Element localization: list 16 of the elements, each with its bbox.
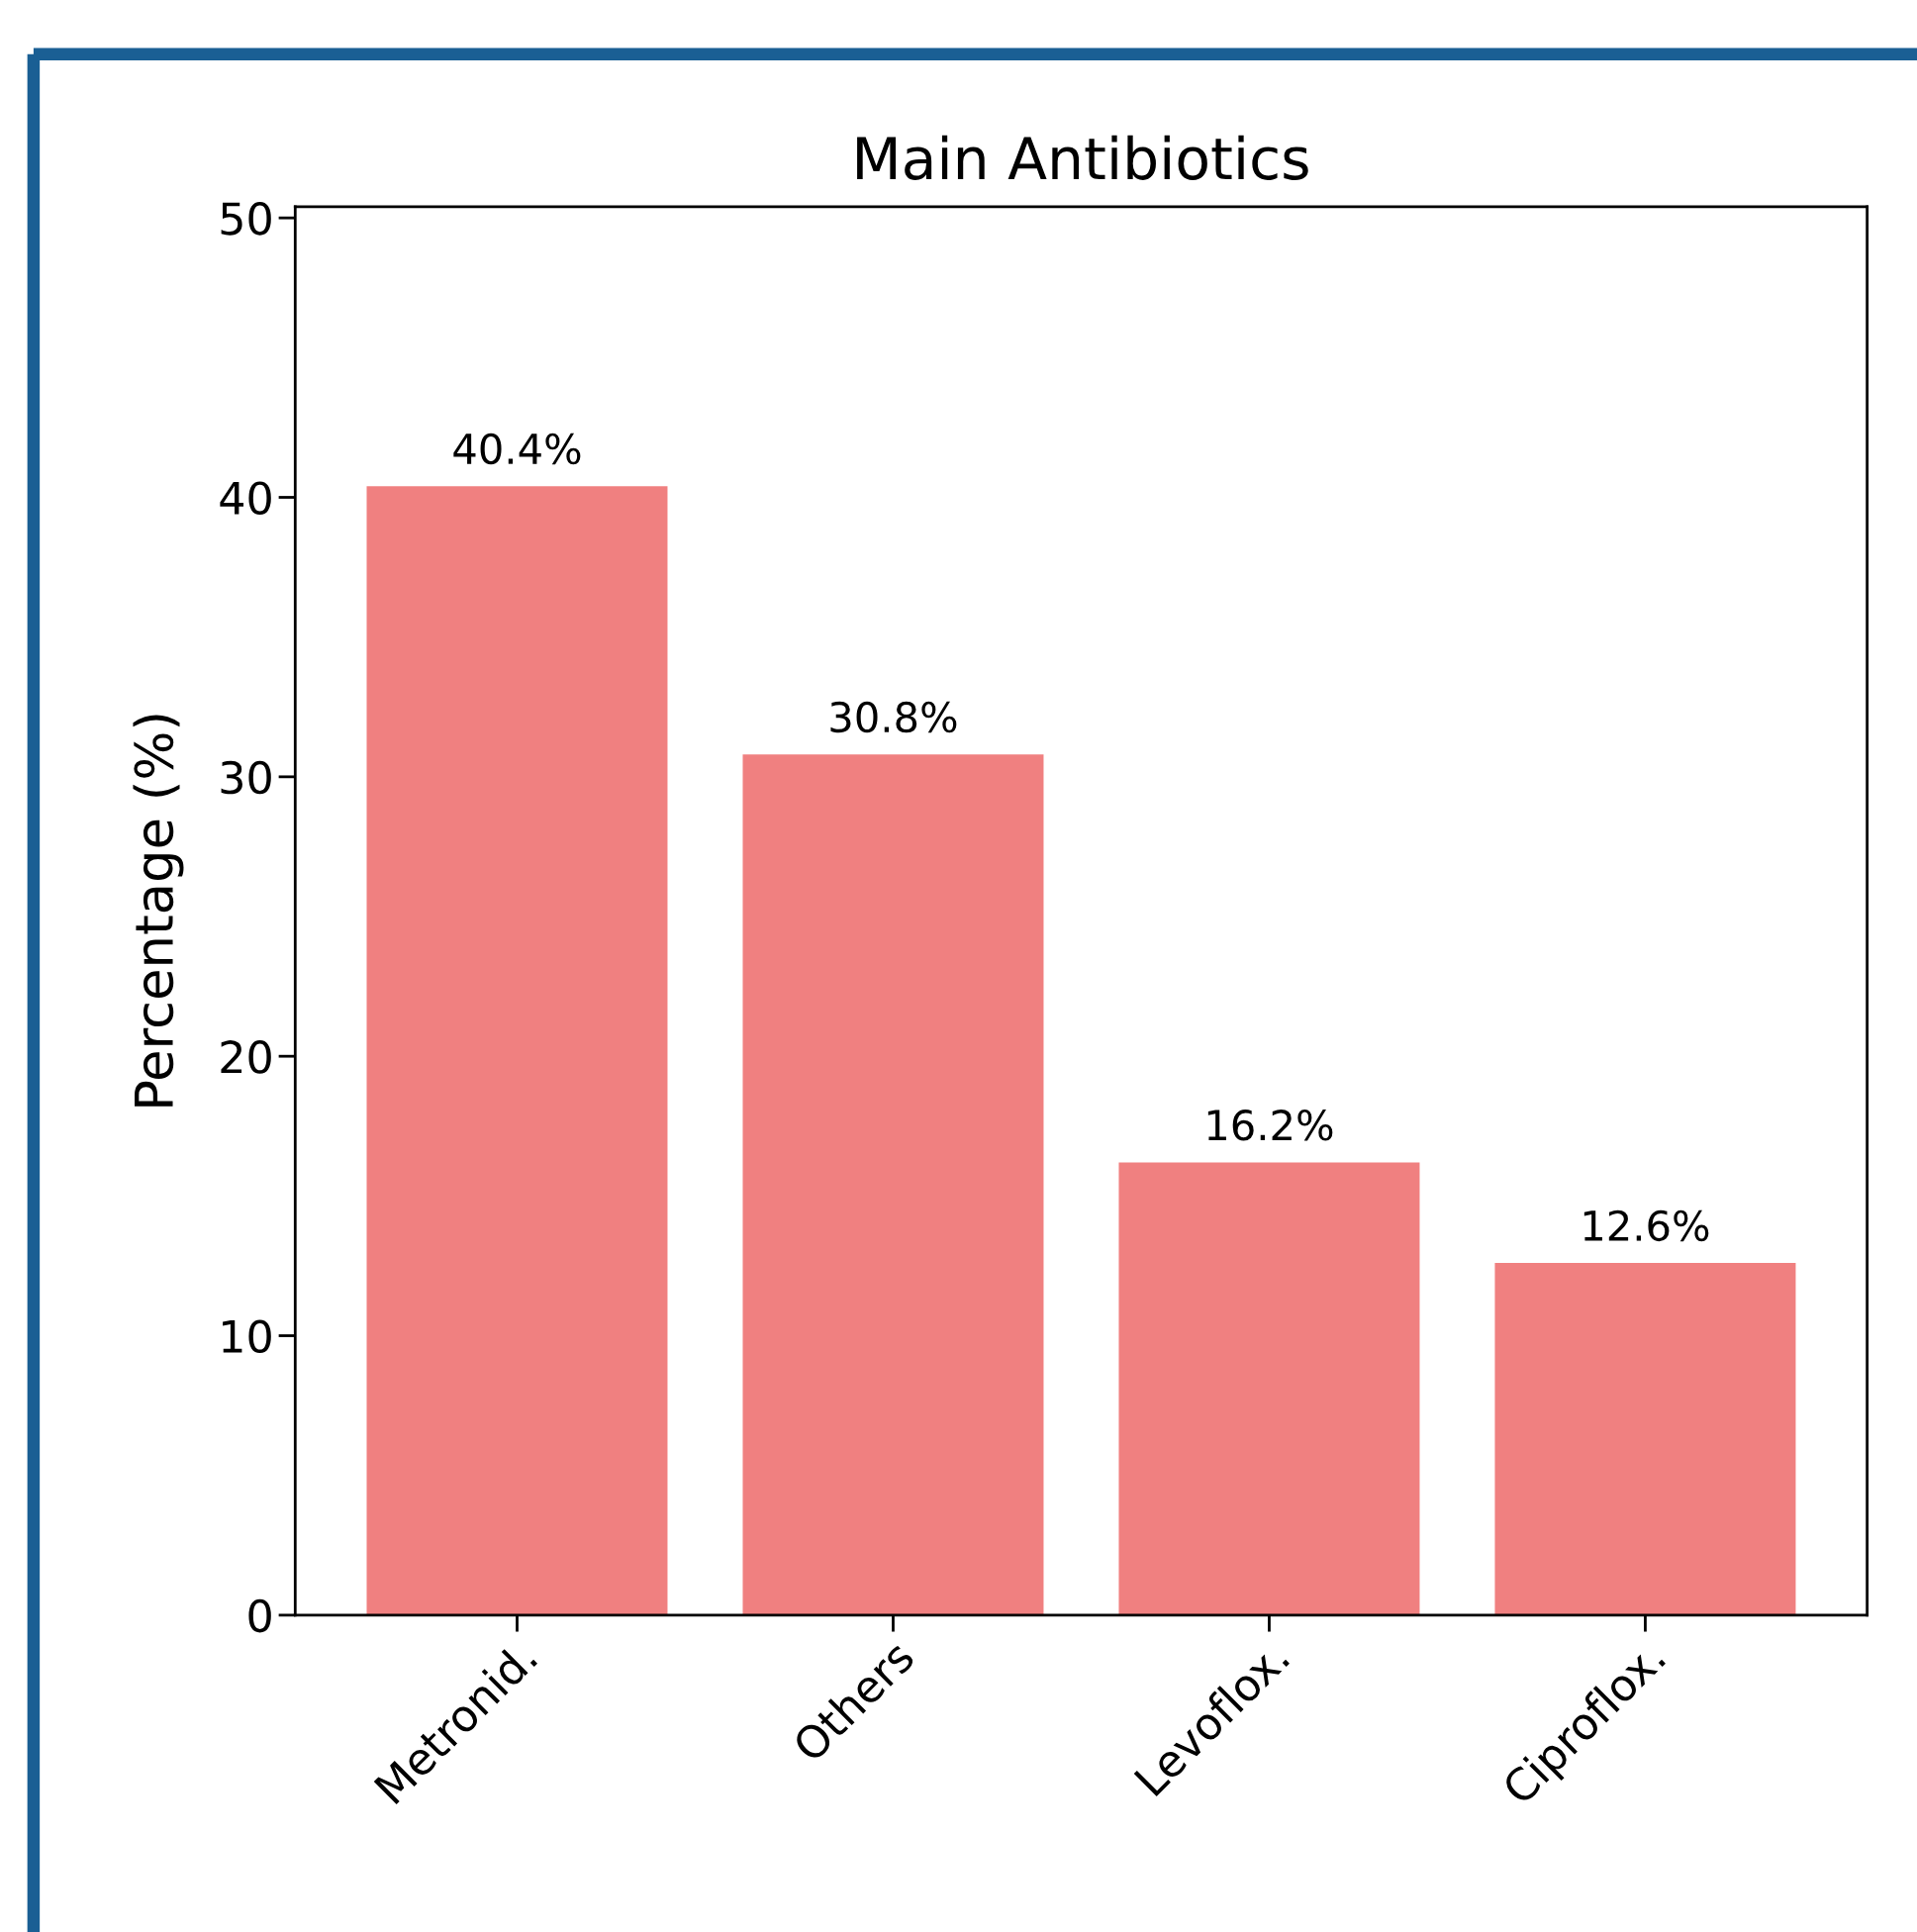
chart-title: Main Antibiotics [857, 135, 1308, 180]
bar [742, 754, 1044, 1615]
data-label: 30.8% [830, 701, 957, 733]
y-tick-label: 30 [221, 760, 271, 795]
bar [366, 486, 668, 1615]
y-tick-label: 10 [223, 1319, 271, 1354]
y-tick-label: 50 [221, 202, 271, 236]
y-tick-label: 20 [221, 1040, 271, 1074]
data-label: 16.2% [1207, 1110, 1333, 1141]
bar [1118, 1162, 1420, 1615]
bar [1494, 1263, 1796, 1615]
y-tick-label: 40 [220, 481, 271, 516]
y-tick-label: 0 [248, 1598, 271, 1633]
data-label: 12.6% [1583, 1209, 1709, 1242]
y-axis-title: Percentage (%) [133, 715, 184, 1107]
data-label: 40.4% [453, 433, 581, 465]
